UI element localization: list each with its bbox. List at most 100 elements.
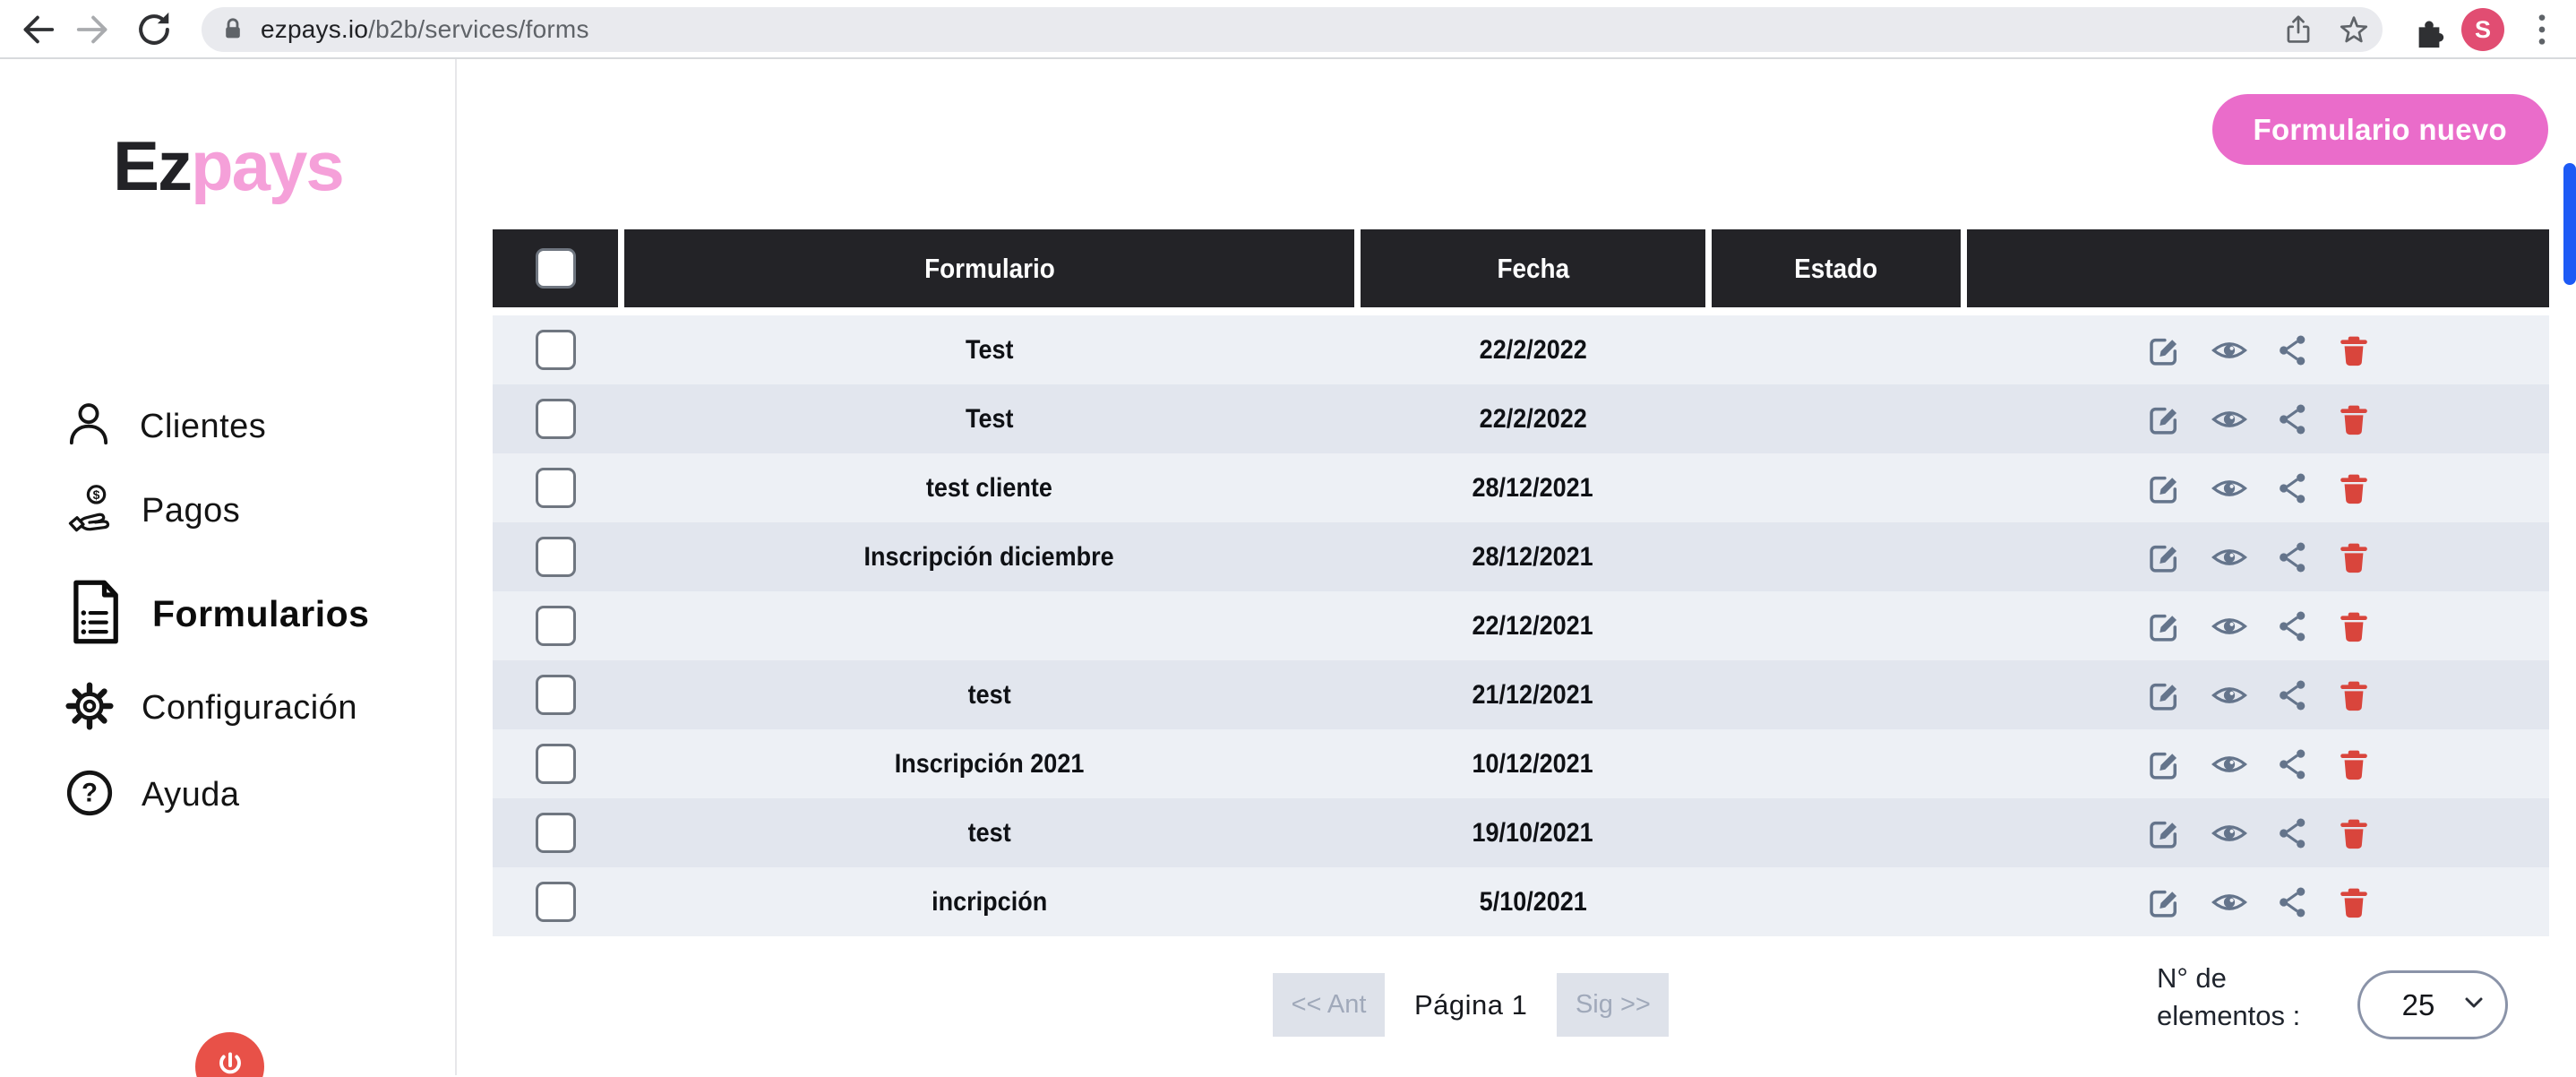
page-size-label: N° de elementos : (2157, 962, 2301, 1031)
sidebar-item-label: Configuración (142, 689, 357, 727)
logout-power-button[interactable] (195, 1032, 264, 1077)
delete-button[interactable] (2336, 745, 2372, 783)
view-button[interactable] (2209, 332, 2250, 369)
delete-button[interactable] (2336, 538, 2372, 576)
share-button[interactable] (2276, 676, 2310, 714)
delete-button[interactable] (2336, 401, 2372, 438)
table-row: Test 22/2/2022 (493, 384, 2549, 453)
share-button[interactable] (2276, 538, 2310, 576)
share-button[interactable] (2276, 470, 2310, 507)
view-button[interactable] (2209, 745, 2250, 783)
delete-button[interactable] (2336, 676, 2372, 714)
delete-button[interactable] (2336, 883, 2372, 921)
edit-button[interactable] (2145, 538, 2183, 576)
page-size-value: 25 (2401, 987, 2435, 1021)
share-button[interactable] (2276, 401, 2310, 438)
edit-icon (2149, 545, 2177, 573)
edit-button[interactable] (2145, 332, 2183, 369)
row-checkbox[interactable] (535, 813, 576, 853)
edit-button[interactable] (2145, 470, 2183, 507)
browser-menu-icon[interactable] (2529, 8, 2555, 51)
prev-page-button[interactable]: << Ant (1273, 973, 1385, 1037)
row-checkbox[interactable] (535, 399, 576, 439)
edit-icon (2149, 752, 2177, 780)
edit-button[interactable] (2145, 745, 2183, 783)
share-icon (2279, 887, 2305, 917)
form-date: 22/2/2022 (1479, 403, 1587, 434)
sidebar-item-formularios[interactable]: Formularios (64, 578, 369, 651)
sidebar-item-pagos[interactable]: $ Pagos (64, 484, 240, 538)
form-name: Test (965, 403, 1014, 434)
app-logo: Ezpays (113, 126, 345, 205)
header-checkbox-cell (493, 229, 618, 307)
view-button[interactable] (2209, 814, 2250, 852)
delete-button[interactable] (2336, 607, 2372, 645)
row-checkbox[interactable] (535, 882, 576, 922)
form-date: 21/12/2021 (1472, 679, 1594, 710)
row-checkbox[interactable] (535, 537, 576, 577)
chevron-down-icon (2464, 996, 2484, 1013)
sidebar-item-label: Clientes (140, 408, 267, 445)
browser-reload-icon[interactable] (133, 8, 176, 51)
browser-forward-icon[interactable] (73, 8, 116, 51)
view-button[interactable] (2209, 470, 2250, 507)
sidebar-item-clientes[interactable]: Clientes (64, 401, 266, 453)
view-button[interactable] (2209, 401, 2250, 438)
avatar-initial: S (2474, 15, 2491, 43)
header-formulario: Formulario (624, 229, 1354, 307)
share-button[interactable] (2276, 745, 2310, 783)
edit-button[interactable] (2145, 676, 2183, 714)
select-all-checkbox[interactable] (535, 248, 576, 289)
url-bar[interactable]: ezpays.io/b2b/services/forms (202, 7, 2383, 52)
sidebar-item-configuracion[interactable]: Configuración (64, 681, 357, 736)
gear-icon (64, 681, 115, 736)
trash-icon (2340, 543, 2367, 573)
row-checkbox[interactable] (535, 330, 576, 370)
row-checkbox[interactable] (535, 744, 576, 784)
header-actions (1967, 229, 2549, 307)
page-size-select[interactable]: 25 (2357, 970, 2508, 1039)
view-button[interactable] (2209, 883, 2250, 921)
delete-button[interactable] (2336, 470, 2372, 507)
share-button[interactable] (2276, 883, 2310, 921)
form-date: 28/12/2021 (1472, 472, 1594, 503)
table-row: test 19/10/2021 (493, 798, 2549, 867)
profile-avatar[interactable]: S (2461, 8, 2504, 51)
edit-button[interactable] (2145, 401, 2183, 438)
next-page-button[interactable]: Sig >> (1557, 973, 1670, 1037)
delete-button[interactable] (2336, 332, 2372, 369)
scrollbar-thumb[interactable] (2563, 163, 2576, 285)
trash-icon (2340, 336, 2367, 366)
view-button[interactable] (2209, 607, 2250, 645)
share-icon (2279, 335, 2305, 365)
trash-icon (2340, 405, 2367, 435)
delete-button[interactable] (2336, 814, 2372, 852)
view-button[interactable] (2209, 538, 2250, 576)
eye-icon (2211, 341, 2247, 358)
table-row: Inscripción 2021 10/12/2021 (493, 729, 2549, 798)
view-button[interactable] (2209, 676, 2250, 714)
sidebar-item-ayuda[interactable]: ? Ayuda (64, 768, 240, 823)
form-name: incripción (931, 886, 1048, 917)
payment-hand-icon: $ (64, 484, 115, 538)
row-checkbox[interactable] (535, 675, 576, 715)
extensions-puzzle-icon[interactable] (2408, 8, 2451, 51)
share-page-icon[interactable] (2278, 9, 2319, 50)
row-checkbox[interactable] (535, 606, 576, 646)
svg-text:$: $ (93, 487, 100, 502)
bookmark-star-icon[interactable] (2333, 9, 2374, 50)
new-form-button[interactable]: Formulario nuevo (2211, 94, 2548, 165)
share-button[interactable] (2276, 332, 2310, 369)
header-fecha: Fecha (1361, 229, 1705, 307)
browser-back-icon[interactable] (14, 8, 57, 51)
edit-button[interactable] (2145, 814, 2183, 852)
form-date: 5/10/2021 (1479, 886, 1587, 917)
edit-button[interactable] (2145, 883, 2183, 921)
table-row: incripción 5/10/2021 (493, 867, 2549, 936)
row-checkbox[interactable] (535, 468, 576, 508)
share-button[interactable] (2276, 607, 2310, 645)
page-indicator: Página 1 (1414, 988, 1528, 1021)
share-button[interactable] (2276, 814, 2310, 852)
edit-button[interactable] (2145, 607, 2183, 645)
table-row: 22/12/2021 (493, 591, 2549, 660)
